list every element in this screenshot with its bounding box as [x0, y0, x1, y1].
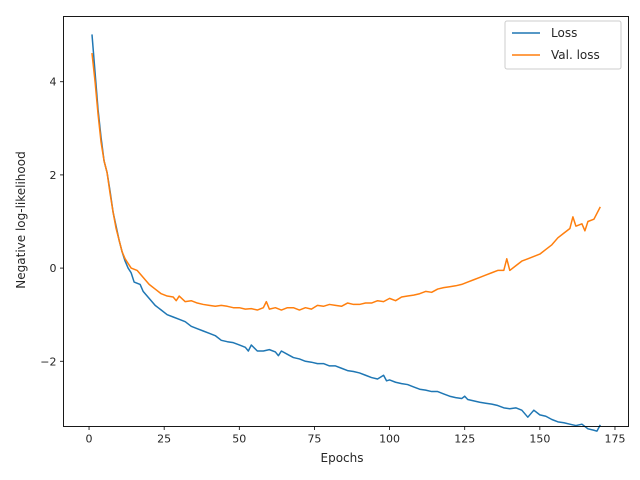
legend-label-val-loss: Val. loss	[551, 48, 600, 62]
series-line-val-loss	[91, 52, 601, 311]
x-tick-label: 25	[157, 433, 171, 446]
legend-label-loss: Loss	[551, 26, 577, 40]
series-line-loss	[91, 34, 601, 432]
plot-lines	[91, 34, 601, 432]
y-tick-label: −2	[40, 355, 56, 368]
x-axis-label: Epochs	[321, 451, 364, 465]
x-tick-label: 150	[529, 433, 550, 446]
x-axis-ticks: 0 25 50 75 100 125 150 175	[86, 426, 625, 446]
x-tick-label: 125	[454, 433, 475, 446]
plot-area-frame	[63, 16, 629, 427]
x-tick-label: 100	[379, 433, 400, 446]
x-tick-label: 75	[307, 433, 321, 446]
y-tick-label: 0	[50, 262, 57, 275]
x-tick-label: 0	[86, 433, 93, 446]
y-axis-label: Negative log-likelihood	[14, 151, 28, 288]
x-tick-label: 50	[232, 433, 246, 446]
x-tick-label: 175	[604, 433, 625, 446]
legend: Loss Val. loss	[504, 20, 622, 70]
y-axis-ticks: −2 0 2 4	[40, 76, 64, 368]
y-tick-label: 4	[50, 76, 57, 89]
y-tick-label: 2	[50, 169, 57, 182]
